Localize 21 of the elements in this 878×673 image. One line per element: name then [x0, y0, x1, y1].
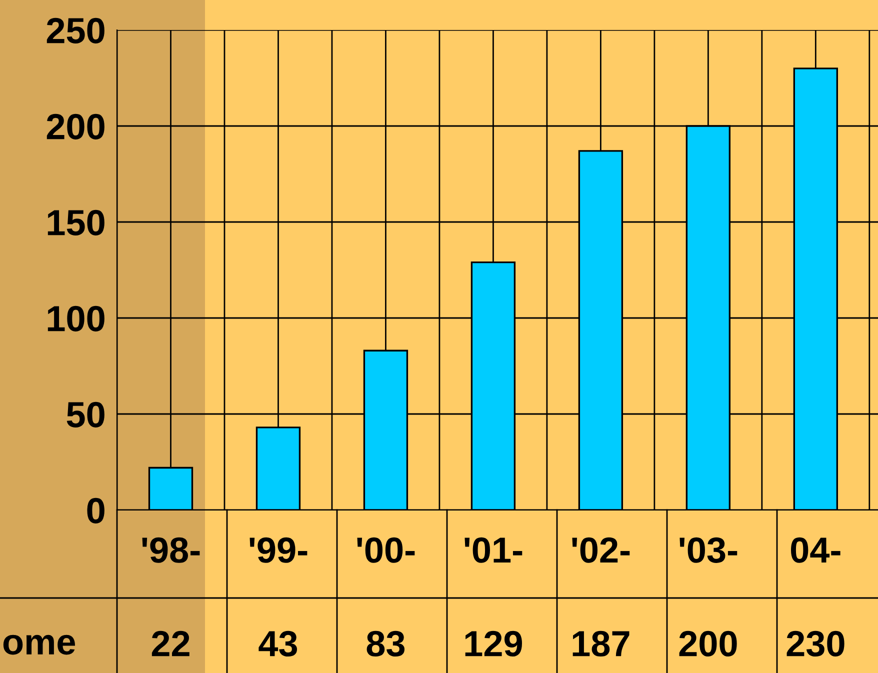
data-label: 22 [152, 630, 190, 656]
x-tick-label: '03- [680, 537, 738, 563]
y-tick-label: 0 [87, 498, 104, 524]
data-label: 43 [258, 630, 298, 657]
x-tick-label: 04- [790, 537, 840, 563]
data-label: 187 [572, 630, 630, 656]
x-tick-label: '00- [357, 537, 415, 563]
x-tick-label: '98- [142, 537, 200, 563]
y-tick-label: 250 [46, 18, 104, 44]
y-tick-label: 100 [48, 306, 104, 332]
data-label: 83 [366, 630, 404, 657]
x-tick-label: '99- [250, 537, 308, 563]
y-tick-label: 150 [48, 210, 104, 236]
x-tick-label: '02- [572, 537, 630, 563]
data-label: 230 [786, 630, 844, 657]
text: ome [3, 634, 76, 655]
data-label: 129 [465, 630, 522, 656]
data-label: 200 [679, 630, 737, 656]
x-tick-label: '01- [464, 537, 522, 563]
y-tick-label: 200 [46, 114, 104, 140]
y-tick-label: 50 [66, 402, 104, 428]
